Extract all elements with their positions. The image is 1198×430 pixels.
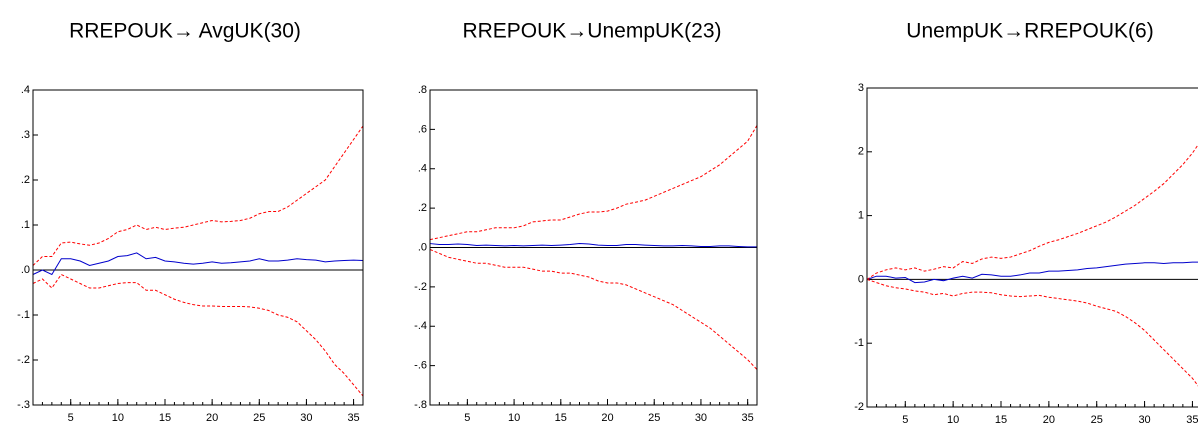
series-line	[866, 278, 1198, 387]
y-tick-label: 2	[858, 146, 864, 158]
y-tick-label: -.4	[414, 320, 427, 332]
y-tick-label: .2	[418, 202, 427, 214]
series-line	[866, 261, 1198, 284]
y-tick-label: .8	[418, 84, 427, 96]
x-tick-label: 20	[206, 412, 218, 424]
y-tick-label: -.3	[17, 399, 30, 411]
plot-frame	[866, 87, 1198, 408]
y-tick-label: .4	[21, 84, 30, 96]
series-line	[429, 249, 758, 370]
x-tick-label: 10	[508, 412, 520, 424]
y-tick-label: .1	[21, 219, 30, 231]
x-tick-label: 20	[601, 412, 613, 424]
series-line	[429, 125, 758, 241]
x-tick-label: 5	[464, 412, 470, 424]
chart-title: RREPOUK→ AvgUK(30)	[69, 20, 301, 43]
x-tick-label: 20	[1043, 414, 1055, 426]
x-tick-label: 15	[995, 414, 1007, 426]
x-tick-label: 15	[555, 412, 567, 424]
y-tick-label: -.1	[17, 309, 30, 321]
x-tick-label: 35	[347, 412, 359, 424]
y-tick-label: -.2	[17, 354, 30, 366]
y-tick-label: -1	[854, 337, 864, 349]
y-tick-label: .2	[21, 174, 30, 186]
x-tick-label: 35	[742, 412, 754, 424]
x-tick-label: 30	[695, 412, 707, 424]
series-line	[32, 125, 364, 266]
x-tick-label: 25	[253, 412, 265, 424]
y-tick-label: .0	[418, 241, 427, 253]
x-tick-label: 5	[902, 414, 908, 426]
plot-frame	[32, 89, 364, 406]
series-line	[429, 243, 757, 248]
x-tick-label: 10	[112, 412, 124, 424]
x-tick-label: 25	[648, 412, 660, 424]
x-tick-label: 15	[159, 412, 171, 424]
y-tick-label: .3	[21, 129, 30, 141]
y-tick-label: -.8	[414, 399, 427, 411]
y-tick-label: .6	[418, 123, 427, 135]
y-tick-label: 1	[858, 210, 864, 222]
series-line	[32, 252, 364, 276]
x-tick-label: 30	[1138, 414, 1150, 426]
y-tick-label: 0	[858, 273, 864, 285]
y-tick-label: 3	[858, 82, 864, 94]
x-tick-label: 5	[68, 412, 74, 424]
x-tick-label: 35	[1186, 414, 1198, 426]
x-tick-label: 30	[300, 412, 312, 424]
x-tick-label: 10	[947, 414, 959, 426]
plot-frame	[429, 89, 758, 406]
y-tick-label: -.6	[414, 360, 427, 372]
chart-title: RREPOUK→UnempUK(23)	[462, 20, 721, 43]
series-line	[866, 144, 1198, 280]
y-tick-label: .4	[418, 163, 427, 175]
y-tick-label: -.2	[414, 281, 427, 293]
y-tick-label: -2	[854, 401, 864, 413]
y-tick-label: .0	[21, 264, 30, 276]
series-line	[32, 273, 364, 397]
chart-title: UnempUK→RREPOUK(6)	[906, 20, 1153, 43]
x-tick-label: 25	[1091, 414, 1103, 426]
